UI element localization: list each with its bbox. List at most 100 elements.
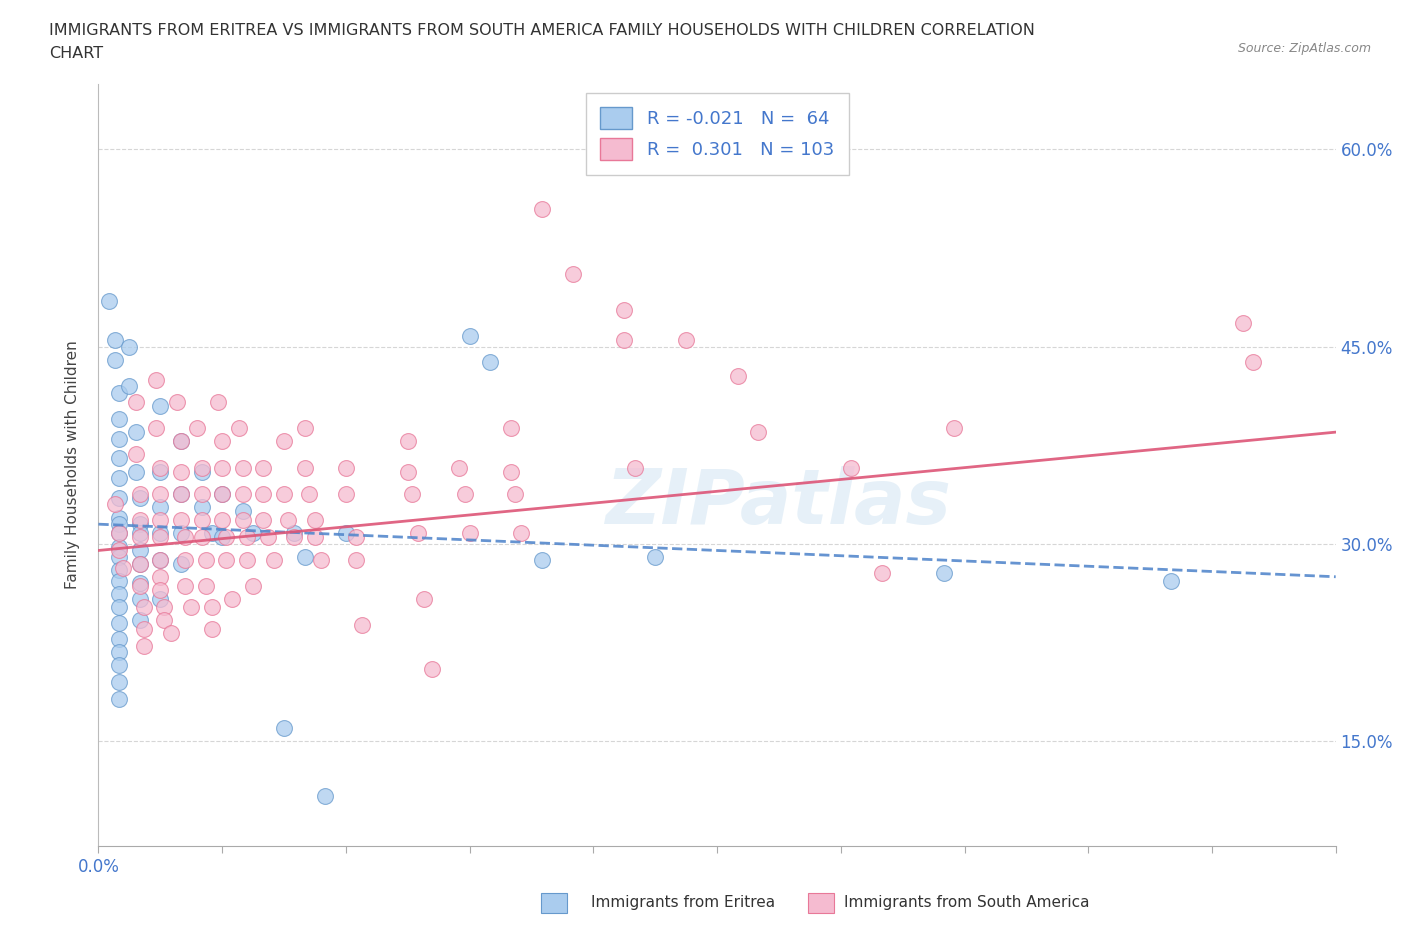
Point xyxy=(201,622,224,637)
Point xyxy=(190,464,212,479)
Point xyxy=(232,460,254,475)
Point xyxy=(499,464,522,479)
Point xyxy=(108,692,131,707)
Point xyxy=(149,526,172,541)
Point xyxy=(499,420,522,435)
Point xyxy=(108,644,131,659)
Point xyxy=(344,530,367,545)
Point xyxy=(112,560,135,575)
Point xyxy=(108,539,131,554)
Point xyxy=(124,394,146,409)
Point xyxy=(211,460,233,475)
Point xyxy=(153,613,176,628)
Point xyxy=(108,587,131,602)
Point xyxy=(943,420,966,435)
Point xyxy=(406,526,429,541)
Point xyxy=(132,622,155,637)
Point xyxy=(304,530,326,545)
Point xyxy=(190,512,212,527)
Point xyxy=(335,486,357,501)
Point xyxy=(277,512,299,527)
Point xyxy=(108,563,131,578)
Point xyxy=(211,434,233,449)
Text: Source: ZipAtlas.com: Source: ZipAtlas.com xyxy=(1237,42,1371,55)
Point xyxy=(128,578,150,593)
Point xyxy=(145,420,167,435)
Point xyxy=(1232,315,1254,330)
Point xyxy=(304,512,326,527)
Point xyxy=(180,600,202,615)
Point xyxy=(108,658,131,672)
Text: IMMIGRANTS FROM ERITREA VS IMMIGRANTS FROM SOUTH AMERICA FAMILY HOUSEHOLDS WITH : IMMIGRANTS FROM ERITREA VS IMMIGRANTS FR… xyxy=(49,23,1035,38)
Point xyxy=(228,420,250,435)
Point xyxy=(263,552,285,567)
Point xyxy=(108,526,131,541)
Point xyxy=(314,789,336,804)
Point xyxy=(124,425,146,440)
Point xyxy=(623,460,645,475)
Point xyxy=(194,552,217,567)
Point xyxy=(215,552,238,567)
Point xyxy=(170,434,193,449)
Point xyxy=(242,578,264,593)
Point xyxy=(108,385,131,400)
Point xyxy=(145,372,167,387)
Point xyxy=(108,600,131,615)
Point xyxy=(174,530,197,545)
Point xyxy=(401,486,423,501)
Point xyxy=(335,526,357,541)
Point xyxy=(413,591,436,606)
Point xyxy=(242,526,264,541)
Point xyxy=(236,530,259,545)
Point xyxy=(170,556,193,571)
Point xyxy=(644,550,666,565)
Point xyxy=(294,420,316,435)
Point xyxy=(232,486,254,501)
Point xyxy=(149,512,172,527)
Point xyxy=(108,451,131,466)
Point xyxy=(675,333,697,348)
Point xyxy=(458,328,481,343)
Point xyxy=(174,578,197,593)
Point xyxy=(211,512,233,527)
Point xyxy=(128,512,150,527)
Point xyxy=(149,486,172,501)
Point xyxy=(108,616,131,631)
Point xyxy=(252,460,274,475)
Text: Immigrants from South America: Immigrants from South America xyxy=(844,895,1090,910)
Point xyxy=(104,352,127,367)
Point xyxy=(104,497,127,512)
Point xyxy=(747,425,769,440)
Point xyxy=(932,565,955,580)
Point xyxy=(273,486,295,501)
Point xyxy=(128,613,150,628)
Point xyxy=(273,721,295,736)
Point xyxy=(298,486,321,501)
Point xyxy=(108,511,131,525)
Point xyxy=(128,530,150,545)
Point xyxy=(108,517,131,532)
Point xyxy=(396,464,419,479)
Point xyxy=(149,530,172,545)
Point xyxy=(186,420,208,435)
Point xyxy=(870,565,893,580)
Point xyxy=(128,490,150,505)
Point xyxy=(449,460,471,475)
Point xyxy=(190,530,212,545)
Point xyxy=(108,674,131,689)
Point xyxy=(128,556,150,571)
Point xyxy=(273,434,295,449)
Point xyxy=(128,517,150,532)
Point xyxy=(839,460,862,475)
Point xyxy=(108,550,131,565)
Point xyxy=(221,591,243,606)
Point xyxy=(561,267,583,282)
Point xyxy=(174,552,197,567)
Point xyxy=(128,543,150,558)
Point xyxy=(149,569,172,584)
Point xyxy=(108,432,131,446)
Point xyxy=(211,530,233,545)
Point xyxy=(190,460,212,475)
Point xyxy=(252,512,274,527)
Point xyxy=(458,526,481,541)
